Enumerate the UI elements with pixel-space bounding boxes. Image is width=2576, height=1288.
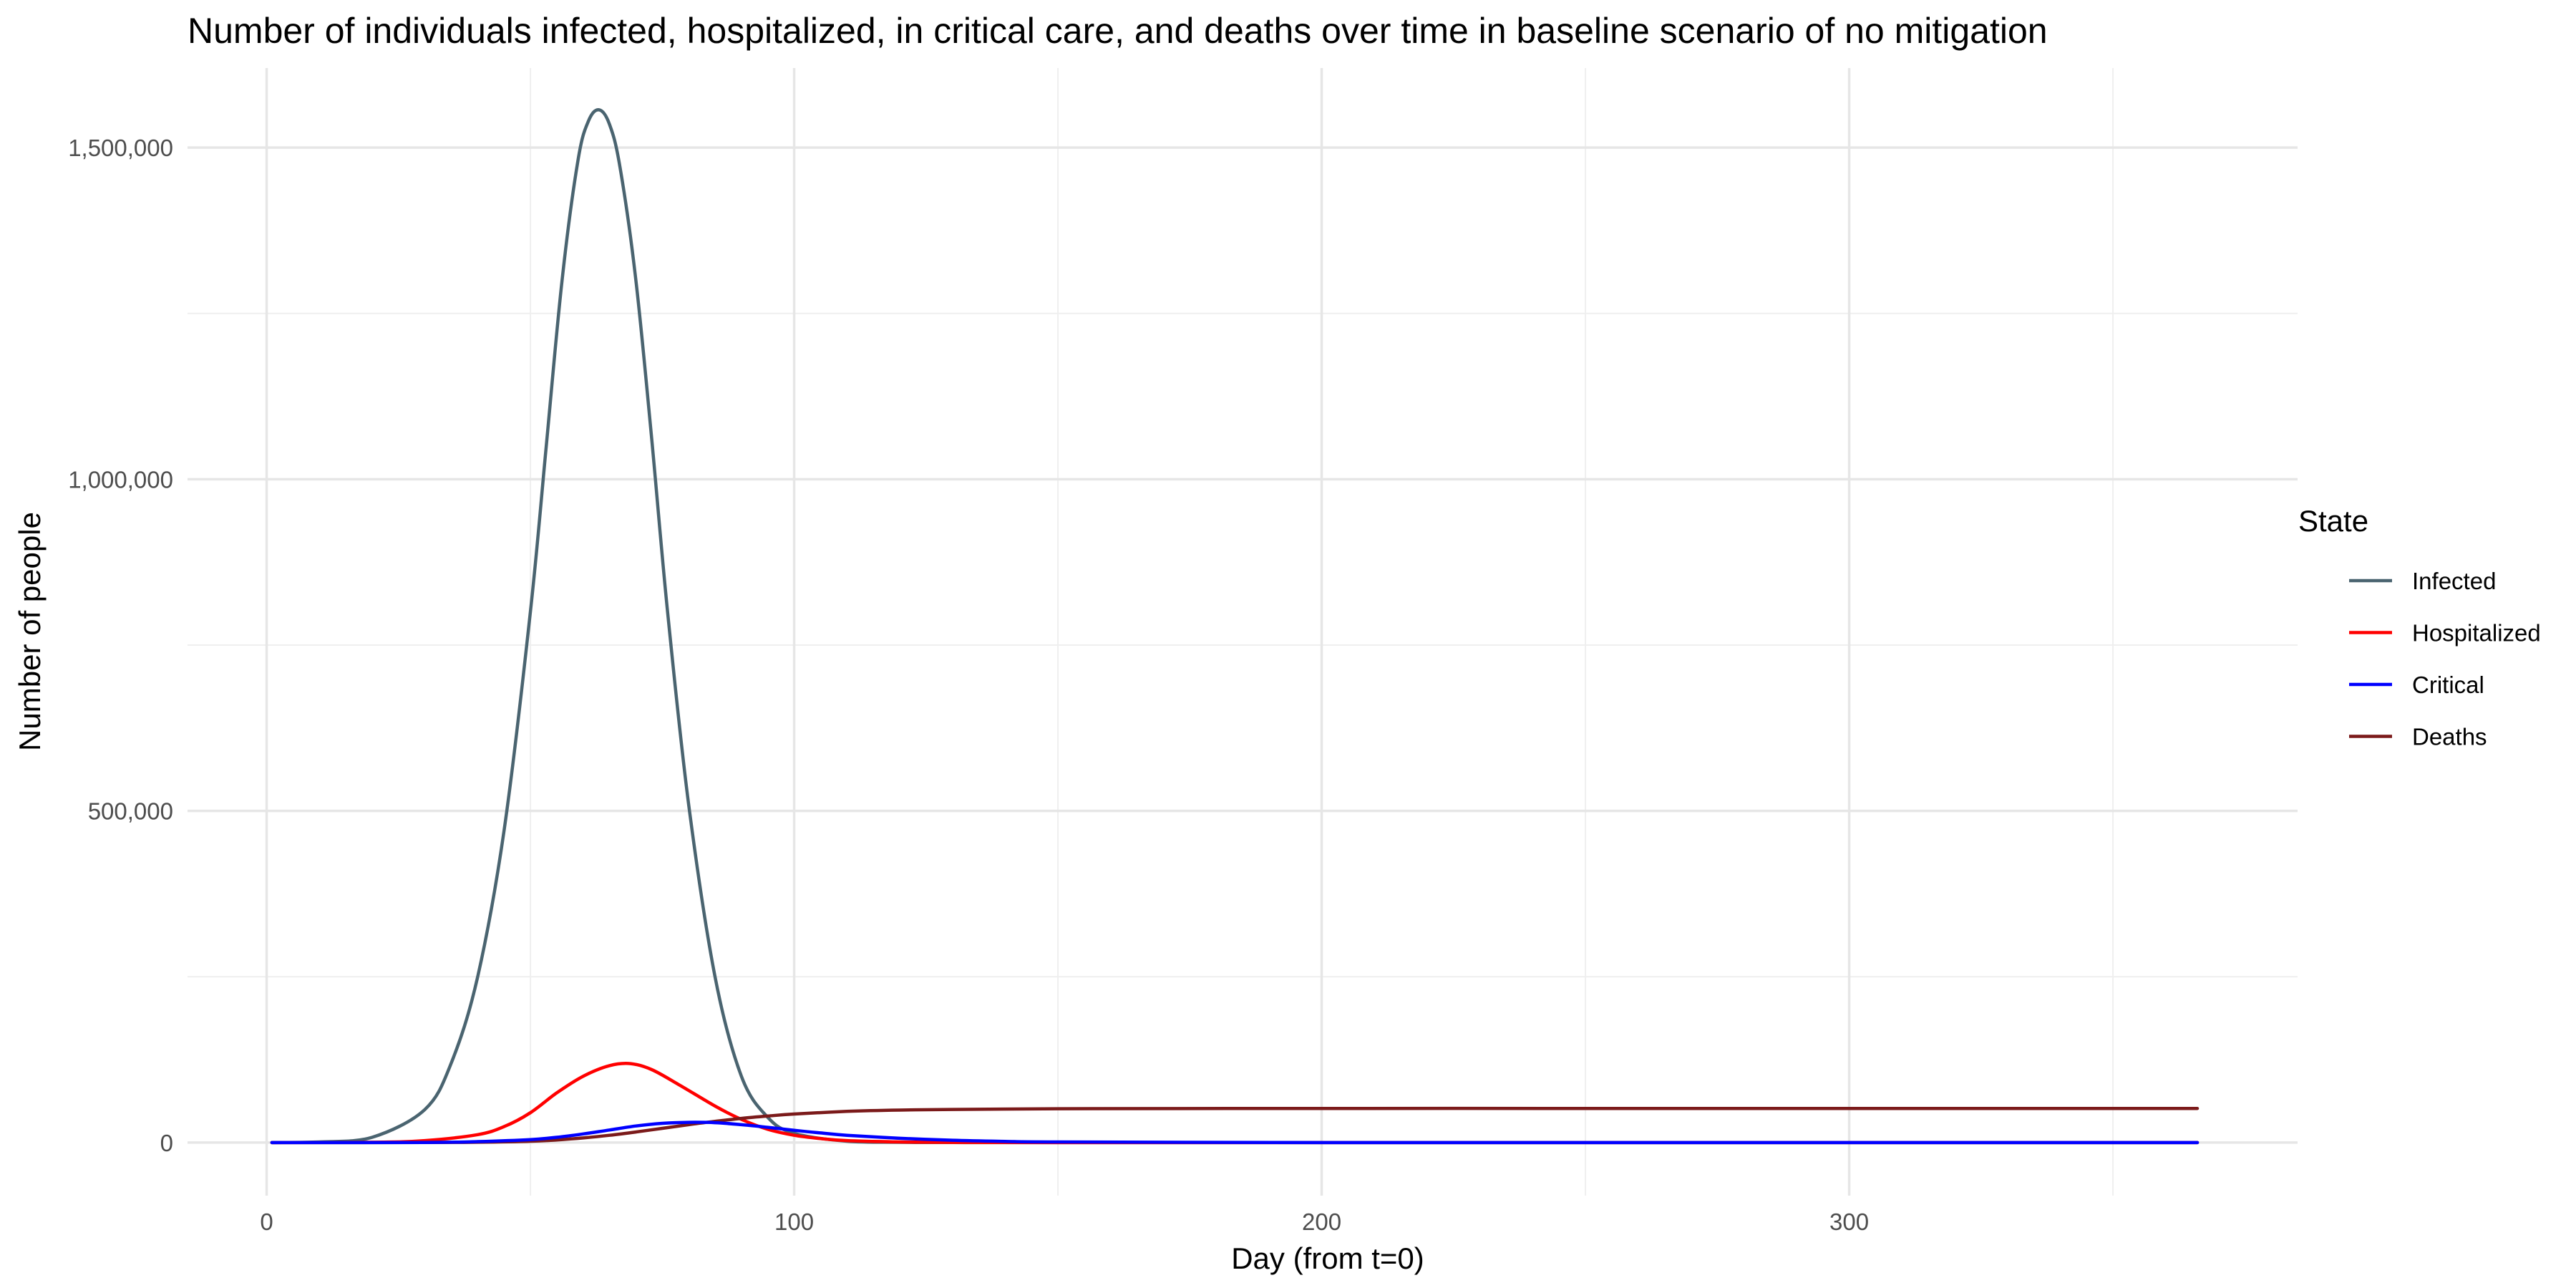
legend-label-infected: Infected	[2412, 568, 2496, 594]
legend-label-deaths: Deaths	[2412, 724, 2487, 750]
legend-items: Infected Hospitalized Critical Deaths	[2349, 568, 2541, 750]
tick-labels: 0 100 200 300 0 500,000 1,000,000 1,500,000	[68, 135, 1869, 1235]
legend-label-hospitalized: Hospitalized	[2412, 620, 2541, 647]
chart-title: Number of individuals infected, hospital…	[188, 11, 2048, 51]
legend-title: State	[2298, 504, 2368, 538]
x-tick-label: 300	[1829, 1209, 1869, 1235]
grid	[188, 68, 2298, 1196]
series-line-deaths	[270, 1106, 2200, 1145]
y-tick-label: 0	[160, 1130, 173, 1156]
series-line-hospitalized	[270, 1062, 2200, 1145]
y-axis-title: Number of people	[13, 512, 47, 751]
x-tick-label: 100	[774, 1209, 814, 1235]
legend-label-critical: Critical	[2412, 672, 2484, 698]
series-line-critical	[270, 1120, 2200, 1145]
x-axis-title: Day (from t=0)	[1231, 1241, 1424, 1275]
legend: State Infected Hospitalized Critical Deaths	[2298, 504, 2541, 750]
series-lines	[270, 108, 2200, 1145]
x-tick-label: 0	[260, 1209, 273, 1235]
y-tick-label: 500,000	[88, 798, 173, 825]
y-tick-label: 1,000,000	[68, 466, 173, 493]
y-tick-label: 1,500,000	[68, 135, 173, 161]
series-line-infected	[270, 108, 2200, 1145]
x-tick-label: 200	[1302, 1209, 1341, 1235]
